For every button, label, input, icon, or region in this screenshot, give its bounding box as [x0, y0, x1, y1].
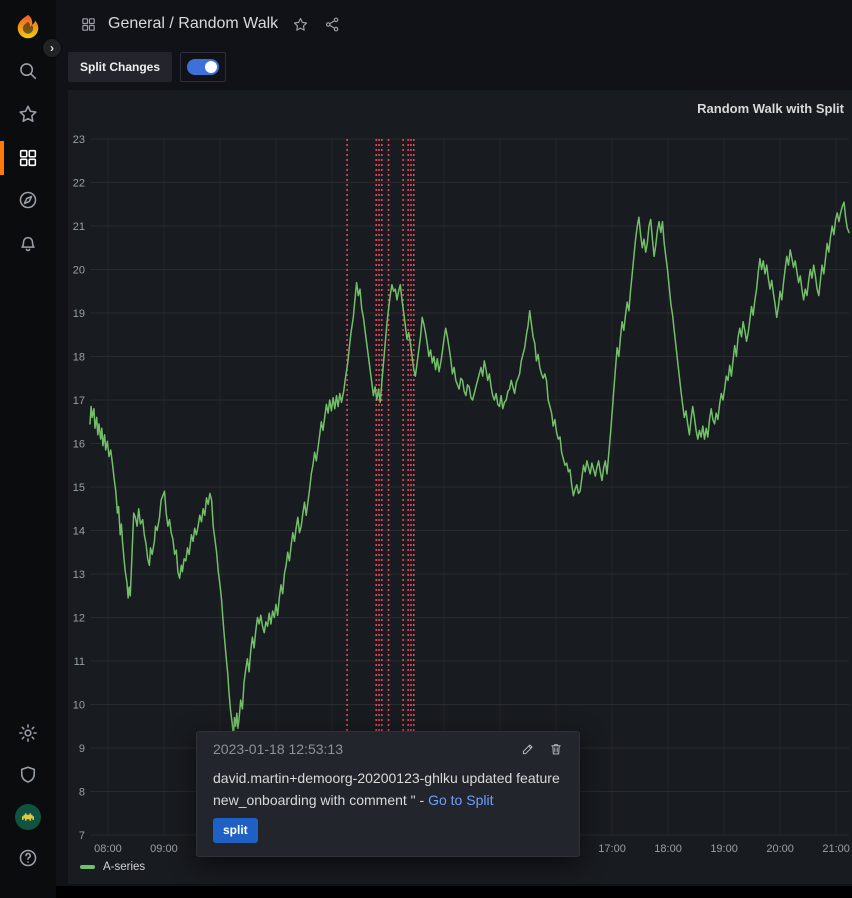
- svg-text:20:00: 20:00: [766, 843, 794, 855]
- alerting-bell-icon[interactable]: [17, 232, 39, 254]
- svg-text:23: 23: [73, 134, 85, 146]
- annotation-message: david.martin+demoorg-20200123-ghlku upda…: [213, 770, 560, 808]
- explore-compass-icon[interactable]: [17, 189, 39, 211]
- svg-text:12: 12: [73, 613, 85, 625]
- svg-text:11: 11: [74, 656, 85, 668]
- annotation-body: david.martin+demoorg-20200123-ghlku upda…: [197, 762, 579, 856]
- svg-text:10: 10: [73, 700, 85, 712]
- apps-grid-icon[interactable]: [80, 16, 97, 33]
- shield-admin-icon[interactable]: [17, 764, 39, 786]
- dashboards-icon: [17, 147, 39, 169]
- svg-text:9: 9: [79, 743, 85, 755]
- sidebar-item-dashboards[interactable]: [0, 141, 56, 175]
- dashboard-controls: Split Changes: [68, 52, 227, 82]
- split-changes-button[interactable]: Split Changes: [68, 52, 173, 82]
- svg-text:16: 16: [73, 439, 85, 451]
- svg-text:19: 19: [73, 308, 85, 320]
- help-icon[interactable]: [17, 847, 39, 869]
- legend-series-label: A-series: [103, 861, 146, 873]
- delete-trash-icon[interactable]: [549, 742, 563, 756]
- svg-text:09:00: 09:00: [150, 843, 178, 855]
- svg-text:21:00: 21:00: [822, 843, 850, 855]
- share-icon[interactable]: [324, 16, 341, 33]
- svg-text:19:00: 19:00: [710, 843, 738, 855]
- svg-text:7: 7: [79, 830, 85, 842]
- sidebar-expand-chevron-icon[interactable]: ›: [42, 38, 62, 58]
- annotation-timestamp: 2023-01-18 12:53:13: [213, 741, 343, 757]
- annotation-tag-split[interactable]: split: [213, 818, 258, 843]
- grafana-logo-icon[interactable]: [13, 12, 43, 42]
- sidebar: ›: [0, 0, 62, 898]
- svg-text:20: 20: [73, 265, 85, 277]
- search-icon[interactable]: [17, 60, 39, 82]
- svg-text:21: 21: [73, 221, 85, 233]
- svg-text:14: 14: [73, 526, 85, 538]
- edit-pencil-icon[interactable]: [521, 742, 535, 756]
- active-indicator: [0, 141, 4, 175]
- profile-avatar[interactable]: [15, 804, 41, 830]
- svg-text:15: 15: [73, 482, 85, 494]
- favorite-star-icon[interactable]: [292, 16, 309, 33]
- star-icon[interactable]: [17, 103, 39, 125]
- svg-text:8: 8: [79, 787, 85, 799]
- legend-series-swatch: [80, 865, 95, 869]
- svg-text:18: 18: [73, 352, 85, 364]
- window-bottom-strip: [0, 886, 852, 898]
- go-to-split-link[interactable]: Go to Split: [428, 791, 494, 808]
- settings-gear-icon[interactable]: [17, 722, 39, 744]
- legend-item-a-series[interactable]: A-series: [80, 861, 145, 873]
- annotation-actions: [521, 742, 563, 756]
- breadcrumb[interactable]: General / Random Walk: [108, 15, 279, 32]
- panel-title[interactable]: Random Walk with Split: [697, 101, 844, 116]
- svg-text:17: 17: [73, 395, 85, 407]
- annotation-tooltip: 2023-01-18 12:53:13 david.martin+demoorg…: [196, 731, 580, 857]
- toggle-knob: [205, 61, 218, 73]
- svg-text:08:00: 08:00: [94, 843, 122, 855]
- split-changes-toggle[interactable]: [180, 52, 227, 82]
- svg-text:18:00: 18:00: [654, 843, 682, 855]
- svg-text:22: 22: [73, 178, 85, 190]
- top-navigation-bar: General / Random Walk: [56, 0, 852, 48]
- annotation-tooltip-header: 2023-01-18 12:53:13: [197, 732, 579, 762]
- svg-text:13: 13: [73, 569, 85, 581]
- svg-text:17:00: 17:00: [598, 843, 626, 855]
- toggle-pill: [187, 59, 220, 75]
